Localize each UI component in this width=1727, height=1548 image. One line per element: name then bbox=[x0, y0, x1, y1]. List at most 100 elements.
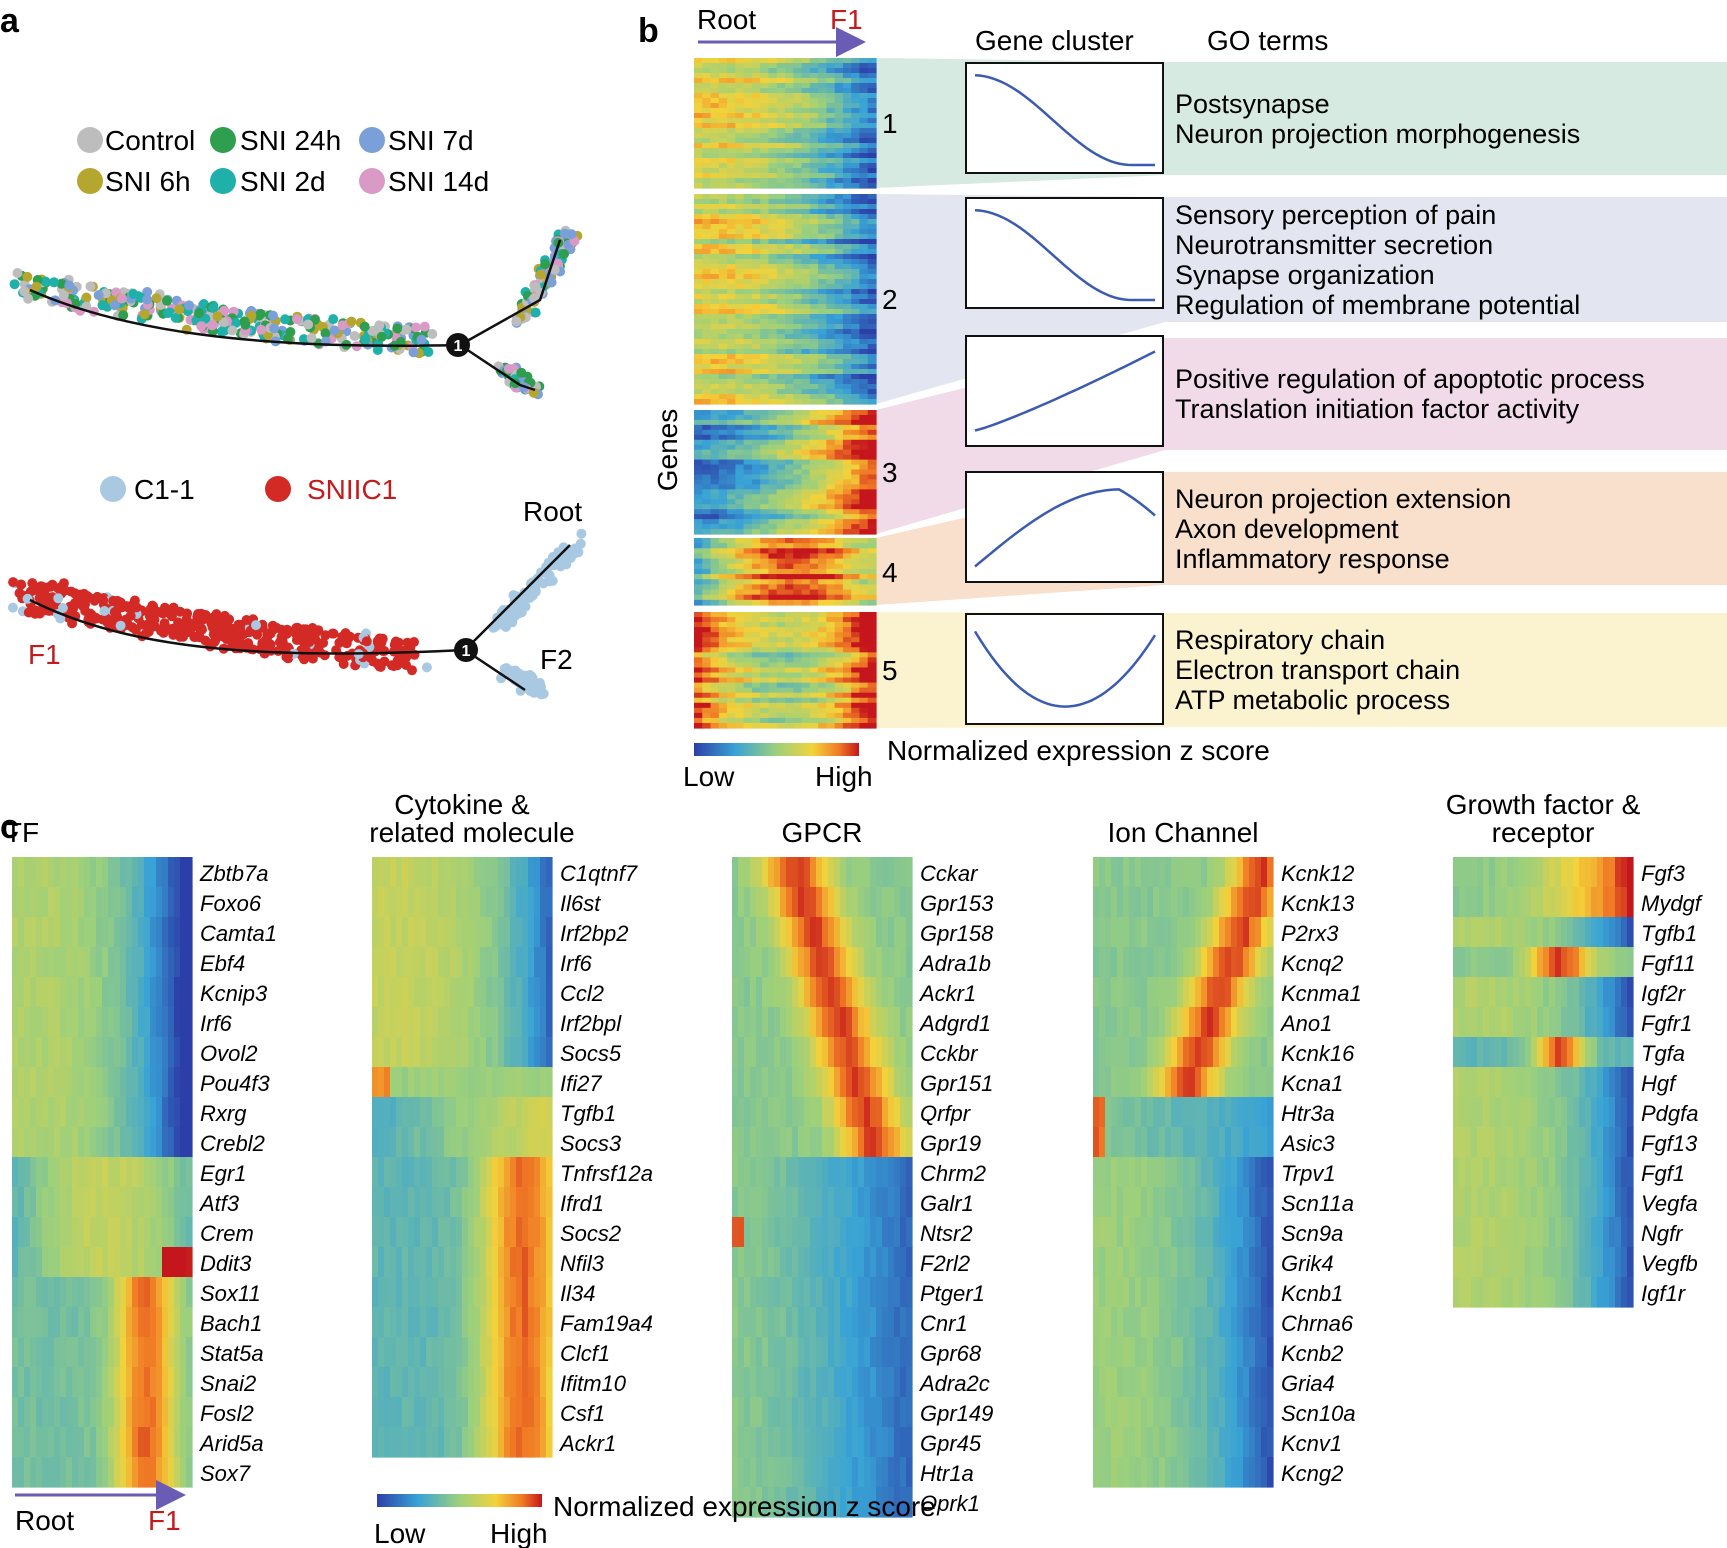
heat-cell bbox=[702, 627, 712, 633]
heat-cell bbox=[751, 229, 761, 235]
heat-cell bbox=[851, 63, 861, 69]
heat-cell bbox=[751, 459, 761, 466]
heat-cell bbox=[818, 449, 827, 456]
heat-cell bbox=[809, 414, 819, 421]
heat-cell bbox=[859, 204, 869, 210]
heat-cell bbox=[776, 199, 786, 205]
heat-cell bbox=[768, 672, 778, 679]
heat-cell bbox=[132, 977, 139, 1008]
heat-cell bbox=[702, 612, 712, 618]
heat-cell bbox=[834, 617, 844, 623]
heat-cell bbox=[785, 148, 794, 154]
heat-cell bbox=[456, 857, 463, 888]
heat-cell bbox=[834, 359, 844, 365]
heat-cell bbox=[768, 612, 778, 618]
heat-cell bbox=[504, 1187, 511, 1218]
heat-cell bbox=[54, 947, 61, 978]
heat-cell bbox=[768, 168, 778, 174]
heat-cell bbox=[851, 349, 861, 355]
heat-cell bbox=[867, 594, 877, 601]
heat-cell bbox=[546, 1037, 553, 1068]
heat-cell bbox=[156, 1457, 163, 1488]
heat-cell bbox=[851, 178, 861, 184]
heat-cell bbox=[751, 294, 761, 300]
heat-cell bbox=[867, 494, 877, 500]
heat-cell bbox=[528, 1037, 535, 1068]
heat-cell bbox=[842, 379, 852, 385]
heat-cell bbox=[66, 1157, 73, 1188]
heat-cell bbox=[768, 309, 778, 315]
heat-cell bbox=[867, 329, 877, 335]
heat-cell bbox=[751, 454, 761, 461]
heat-cell bbox=[751, 548, 761, 555]
heat-cell bbox=[694, 113, 703, 119]
group-title-line1: Cytokine & bbox=[394, 789, 530, 820]
heat-cell bbox=[859, 589, 869, 596]
heat-cell bbox=[126, 947, 133, 978]
cell-point bbox=[196, 321, 207, 332]
heat-cell bbox=[743, 133, 753, 139]
heat-cell bbox=[760, 712, 770, 719]
heat-cell bbox=[78, 1457, 85, 1488]
heat-cell bbox=[793, 439, 803, 446]
heat-cell bbox=[768, 652, 778, 658]
heat-cell bbox=[516, 1097, 523, 1128]
heat-cell bbox=[735, 108, 745, 114]
heat-cell bbox=[486, 917, 493, 948]
heat-cell bbox=[114, 1067, 121, 1098]
go-term: Inflammatory response bbox=[1175, 544, 1450, 574]
heat-cell bbox=[776, 374, 786, 380]
heat-cell bbox=[859, 394, 869, 400]
heat-cell bbox=[735, 88, 745, 94]
heat-cell bbox=[793, 647, 803, 653]
heat-cell bbox=[694, 449, 703, 456]
heat-cell bbox=[718, 58, 728, 64]
heat-cell bbox=[809, 153, 819, 159]
heat-cell bbox=[834, 459, 844, 466]
heat-cell bbox=[718, 484, 728, 490]
heat-cell bbox=[785, 118, 794, 124]
heat-cell bbox=[760, 113, 770, 119]
heat-cell bbox=[144, 1397, 151, 1428]
cell-point bbox=[178, 621, 189, 632]
heat-cell bbox=[834, 529, 844, 535]
cell-point bbox=[116, 293, 127, 304]
heat-cell bbox=[102, 1307, 109, 1338]
heat-cell bbox=[743, 548, 753, 555]
heat-cell bbox=[90, 1127, 97, 1158]
heat-cell bbox=[743, 524, 753, 530]
heat-cell bbox=[826, 178, 836, 184]
heat-cell bbox=[396, 1067, 403, 1098]
heat-cell bbox=[30, 1037, 37, 1068]
heat-cell bbox=[751, 88, 761, 94]
heat-cell bbox=[768, 324, 778, 330]
heat-cell bbox=[809, 259, 819, 265]
heat-cell bbox=[760, 594, 770, 601]
heat-cell bbox=[859, 88, 869, 94]
heat-cell bbox=[36, 1007, 43, 1038]
heat-cell bbox=[72, 1427, 79, 1458]
heat-cell bbox=[174, 1007, 181, 1038]
heat-cell bbox=[66, 1427, 73, 1458]
heat-cell bbox=[842, 642, 852, 648]
heat-cell bbox=[826, 414, 836, 421]
heat-cell bbox=[510, 1187, 517, 1218]
heat-cell bbox=[867, 558, 877, 565]
heat-cell bbox=[818, 647, 827, 653]
heat-cell bbox=[694, 627, 703, 633]
heat-cell bbox=[718, 682, 728, 689]
heat-cell bbox=[60, 1007, 67, 1038]
legend-dot bbox=[359, 127, 385, 153]
heat-cell bbox=[801, 589, 811, 596]
heat-cell bbox=[462, 1187, 469, 1218]
heat-cell bbox=[801, 514, 811, 520]
heat-cell bbox=[710, 479, 720, 485]
heat-cell bbox=[826, 229, 836, 235]
heat-cell bbox=[809, 78, 819, 84]
heat-cell bbox=[809, 83, 819, 89]
heat-cell bbox=[702, 324, 712, 330]
heat-cell bbox=[702, 484, 712, 490]
heat-cell bbox=[743, 479, 753, 485]
heat-cell bbox=[735, 304, 745, 310]
